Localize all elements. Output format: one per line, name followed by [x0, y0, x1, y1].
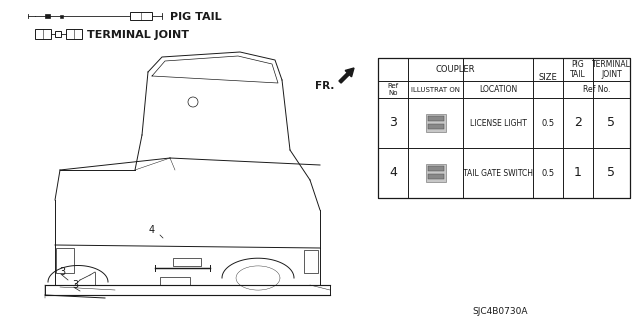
- Text: 3: 3: [72, 280, 78, 290]
- Text: LOCATION: LOCATION: [479, 85, 517, 94]
- Text: 3: 3: [389, 116, 397, 130]
- Bar: [304, 250, 318, 273]
- Bar: [428, 166, 444, 171]
- Text: Ref No.: Ref No.: [583, 85, 610, 94]
- Bar: [56, 248, 74, 273]
- Bar: [60, 14, 63, 18]
- Text: Ref
No: Ref No: [387, 83, 399, 96]
- Bar: [428, 124, 444, 129]
- Text: FR.: FR.: [315, 81, 334, 91]
- Text: TAIL GATE SWITCH: TAIL GATE SWITCH: [463, 168, 533, 177]
- Text: 0.5: 0.5: [541, 118, 555, 128]
- Bar: [55, 31, 61, 37]
- Text: 4: 4: [149, 225, 155, 235]
- Bar: [426, 164, 445, 182]
- Text: 1: 1: [574, 167, 582, 180]
- Bar: [66, 29, 82, 39]
- Text: 5: 5: [607, 116, 616, 130]
- Bar: [426, 114, 445, 132]
- Text: LICENSE LIGHT: LICENSE LIGHT: [470, 118, 527, 128]
- Text: 5: 5: [607, 167, 616, 180]
- Bar: [45, 14, 50, 18]
- Text: TERMINAL JOINT: TERMINAL JOINT: [87, 29, 189, 40]
- Text: COUPLER: COUPLER: [436, 65, 476, 74]
- Bar: [378, 58, 630, 198]
- Bar: [173, 258, 201, 266]
- Bar: [160, 277, 190, 285]
- Bar: [130, 12, 152, 20]
- Text: PIG TAIL: PIG TAIL: [170, 11, 221, 21]
- Bar: [428, 174, 444, 179]
- FancyArrow shape: [339, 68, 354, 83]
- Bar: [428, 116, 444, 121]
- Text: SJC4B0730A: SJC4B0730A: [472, 307, 528, 315]
- Bar: [35, 29, 51, 39]
- Text: SIZE: SIZE: [539, 73, 557, 83]
- Text: 3: 3: [59, 267, 65, 277]
- Text: ILLUSTRAT ON: ILLUSTRAT ON: [411, 86, 460, 93]
- Text: 4: 4: [389, 167, 397, 180]
- Text: 0.5: 0.5: [541, 168, 555, 177]
- Text: 2: 2: [574, 116, 582, 130]
- Text: PIG
TAIL: PIG TAIL: [570, 60, 586, 79]
- Text: TERMINAL
JOINT: TERMINAL JOINT: [592, 60, 631, 79]
